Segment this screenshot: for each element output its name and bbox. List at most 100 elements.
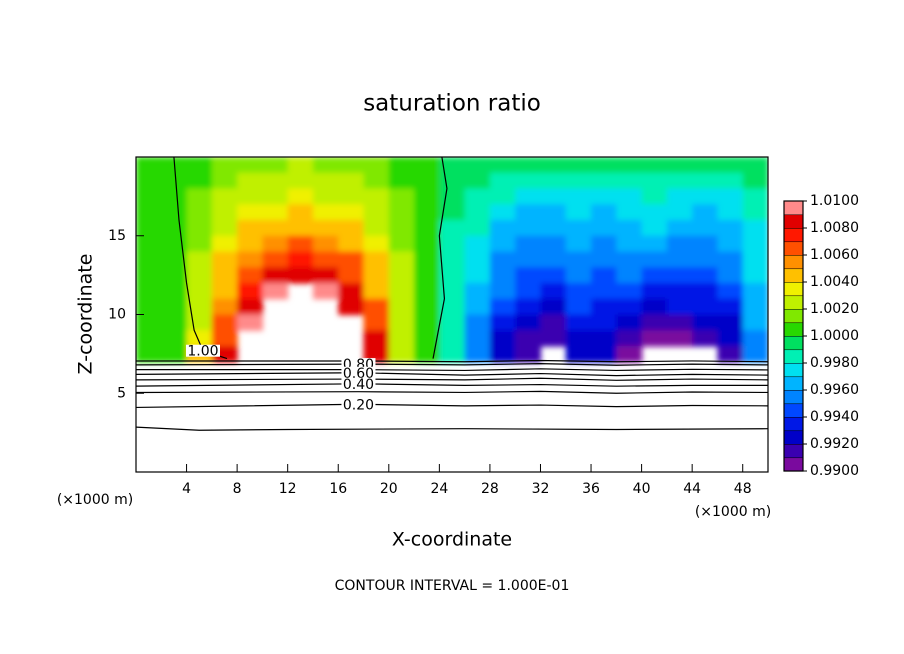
field-cell <box>287 267 314 284</box>
field-cell <box>338 188 365 205</box>
field-cell <box>388 251 415 268</box>
colorbar-band <box>783 295 804 310</box>
field-cell <box>565 157 592 174</box>
colorbar-tick-label: 1.0040 <box>810 274 859 290</box>
contour-line <box>136 368 768 372</box>
field-cell <box>136 235 162 253</box>
field-cell <box>565 251 592 268</box>
field-cell <box>338 235 365 253</box>
field-cell <box>692 204 719 221</box>
field-cell <box>363 204 390 221</box>
field-cell <box>136 346 162 363</box>
field-cell <box>161 314 188 331</box>
field-cell <box>515 204 542 221</box>
field-cell <box>211 188 238 205</box>
field-cell <box>616 298 643 316</box>
field-cell <box>338 251 365 268</box>
field-cell <box>666 267 693 284</box>
field-cell <box>515 283 542 300</box>
colorbar-band <box>783 430 804 445</box>
field-cell <box>186 220 213 237</box>
field-cell <box>742 235 768 253</box>
field-cell <box>414 330 440 347</box>
field-cell <box>338 267 365 284</box>
colorbar-band <box>783 322 804 337</box>
colorbar-tick-label: 1.0000 <box>810 328 859 344</box>
field-cell <box>363 188 390 205</box>
field-cell <box>641 157 668 174</box>
x-tick-label: 20 <box>380 481 398 497</box>
field-cell <box>591 172 617 190</box>
field-cell <box>489 346 516 363</box>
field-cell <box>439 283 466 300</box>
field-cell <box>161 346 188 363</box>
field-cell <box>262 235 289 253</box>
field-cell <box>717 188 744 205</box>
field-cell <box>414 204 440 221</box>
field-cell <box>666 251 693 268</box>
field-cell <box>540 204 567 221</box>
field-cell <box>312 204 339 221</box>
x-tick-label: 48 <box>734 481 752 497</box>
field-cell <box>515 235 542 253</box>
contour-label-bg <box>185 344 220 357</box>
field <box>136 157 768 363</box>
field-cell <box>439 330 466 347</box>
field-cell <box>515 314 542 331</box>
field-cell <box>692 188 719 205</box>
colorbar-tick-label: 1.0100 <box>810 193 859 209</box>
field-cell <box>237 298 263 316</box>
field-cell <box>464 283 491 300</box>
field-cell <box>717 298 744 316</box>
field-cell <box>464 172 491 190</box>
field-cell <box>363 283 390 300</box>
field-cell <box>742 251 768 268</box>
field-cell <box>161 220 188 237</box>
field-cell <box>262 188 289 205</box>
field-cell <box>489 298 516 316</box>
field-cell <box>363 172 390 190</box>
field-cell <box>641 220 668 237</box>
field-cell <box>312 157 339 174</box>
field-cell <box>136 172 162 190</box>
colorbar-tick-label: 0.9960 <box>810 382 859 398</box>
field-cell <box>489 235 516 253</box>
field-cell <box>591 157 617 174</box>
field-cell <box>717 330 744 347</box>
field-cell <box>666 314 693 331</box>
field-cell <box>439 251 466 268</box>
field-cell <box>515 172 542 190</box>
colorbar-tick-label: 0.9920 <box>810 436 859 452</box>
field-cell <box>666 157 693 174</box>
field-cell <box>565 172 592 190</box>
field-cell <box>515 346 542 363</box>
field-cell <box>136 283 162 300</box>
field-cell <box>439 188 466 205</box>
field-cell <box>262 204 289 221</box>
field-cell <box>136 267 162 284</box>
field-cell <box>136 220 162 237</box>
field-cell <box>338 172 365 190</box>
field-cell <box>388 267 415 284</box>
colorbar-band <box>783 349 804 364</box>
field-cell <box>666 330 693 347</box>
field-cell <box>540 267 567 284</box>
colorbar-band <box>783 389 804 405</box>
field-cell <box>591 283 617 300</box>
field-cell <box>136 157 162 174</box>
field-cell <box>161 172 188 190</box>
field-cell <box>515 188 542 205</box>
contour-line <box>136 383 768 387</box>
y-tick-label: 15 <box>108 228 126 244</box>
x-axis-label: X-coordinate <box>392 529 512 551</box>
field-cell <box>161 298 188 316</box>
field-cell <box>515 220 542 237</box>
field-cell <box>692 251 719 268</box>
field-cell <box>489 188 516 205</box>
field-cell <box>237 204 263 221</box>
field-cell <box>186 188 213 205</box>
field-cell <box>262 157 289 174</box>
field-cell <box>540 283 567 300</box>
field-cell <box>186 283 213 300</box>
